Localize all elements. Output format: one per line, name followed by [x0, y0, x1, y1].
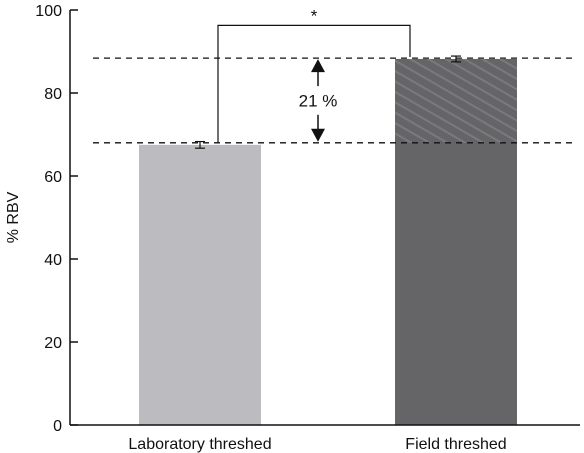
error-bar-laboratory-threshed	[195, 140, 205, 149]
y-axis-label: % RBV	[5, 191, 22, 243]
significance-bracket	[217, 24, 411, 143]
y-tick-label-100: 100	[35, 3, 62, 20]
y-tick-label-40: 40	[44, 252, 62, 269]
y-tick-label-80: 80	[44, 86, 62, 103]
y-tick-label-0: 0	[53, 418, 62, 435]
annotations	[217, 24, 411, 143]
x-category-label-1: Field threshed	[405, 436, 506, 453]
bar-laboratory-threshed	[139, 144, 261, 425]
error-bar-field-threshed	[451, 55, 461, 63]
y-axis-ticks: 0 20 40 60 80 100	[35, 3, 78, 435]
y-tick-label-60: 60	[44, 169, 62, 186]
x-axis-categories: Laboratory threshed Field threshed	[128, 436, 506, 453]
x-category-label-0: Laboratory threshed	[128, 436, 271, 453]
difference-label: 21 %	[299, 91, 338, 110]
reference-lines	[93, 57, 572, 144]
y-tick-label-20: 20	[44, 335, 62, 352]
bars	[139, 55, 517, 425]
bar-hatch-region	[395, 58, 517, 143]
significance-star: *	[311, 6, 318, 25]
difference-arrow	[311, 59, 325, 142]
